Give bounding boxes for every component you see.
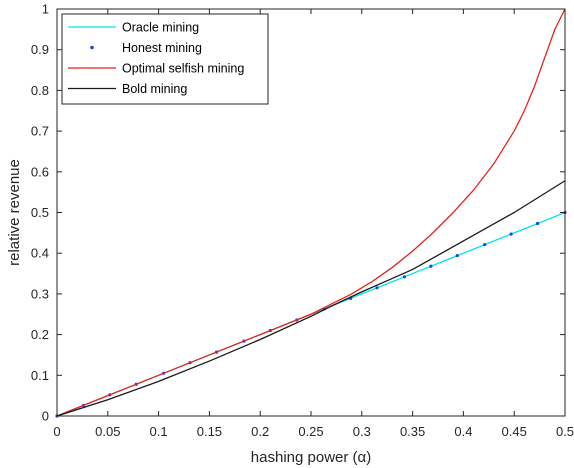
y-tick-label: 0.9 <box>31 42 49 57</box>
y-tick-label: 0.5 <box>31 205 49 220</box>
x-tick-label: 0.2 <box>251 424 269 439</box>
legend: Oracle mining Honest mining Optimal selfis… <box>61 13 269 105</box>
x-tick-label: 0.45 <box>502 424 527 439</box>
y-tick-label: 0.2 <box>31 327 49 342</box>
legend-entry: Bold mining <box>68 82 187 96</box>
y-tick-label: 0.4 <box>31 246 49 261</box>
legend-label: Oracle mining <box>122 21 199 35</box>
y-tick-label: 0.7 <box>31 124 49 139</box>
x-tick-label: 0.15 <box>197 424 222 439</box>
y-tick-label: 0.1 <box>31 368 49 383</box>
y-tick-label: 0.6 <box>31 164 49 179</box>
legend-entry: Optimal selfish mining <box>68 62 244 76</box>
legend-label: Bold mining <box>122 82 187 96</box>
y-tick-label: 0.3 <box>31 286 49 301</box>
data-point-honest-mining <box>455 254 459 258</box>
x-tick-label: 0.25 <box>298 424 323 439</box>
data-point-honest-mining <box>483 243 487 247</box>
legend-entry: Honest mining <box>90 41 202 55</box>
x-tick-label: 0.3 <box>353 424 371 439</box>
series-line-bold-mining <box>56 180 566 417</box>
y-tick-label: 0 <box>42 409 49 424</box>
x-tick-label: 0 <box>53 424 60 439</box>
x-tick-label: 0.5 <box>556 424 574 439</box>
data-point-honest-mining <box>535 221 540 226</box>
x-tick-label: 0.1 <box>150 424 168 439</box>
data-point-honest-mining <box>509 232 513 236</box>
x-tick-label: 0.35 <box>400 424 425 439</box>
plot-area <box>55 8 567 418</box>
data-point-honest-mining <box>429 264 433 268</box>
tick-labels: 0 0.05 0.1 0.15 0.2 0.25 0.3 0.35 0.4 0.45 0.5 0 0.1… <box>31 2 574 440</box>
y-tick-label: 1 <box>42 2 49 17</box>
x-axis-label: hashing power (α) <box>251 449 371 466</box>
x-tick-label: 0.05 <box>95 424 120 439</box>
legend-entry: Oracle mining <box>68 21 199 35</box>
x-tick-label: 0.4 <box>454 424 472 439</box>
series-line-optimal-selfish-mining <box>56 8 566 417</box>
legend-label: Honest mining <box>122 41 202 55</box>
legend-label: Optimal selfish mining <box>122 62 244 76</box>
y-tick-label: 0.8 <box>31 83 49 98</box>
data-point-honest-mining <box>375 286 379 290</box>
axes <box>56 8 566 417</box>
y-axis-label: relative revenue <box>6 159 23 266</box>
legend-marker <box>90 45 94 50</box>
data-point-honest-mining <box>402 275 407 279</box>
